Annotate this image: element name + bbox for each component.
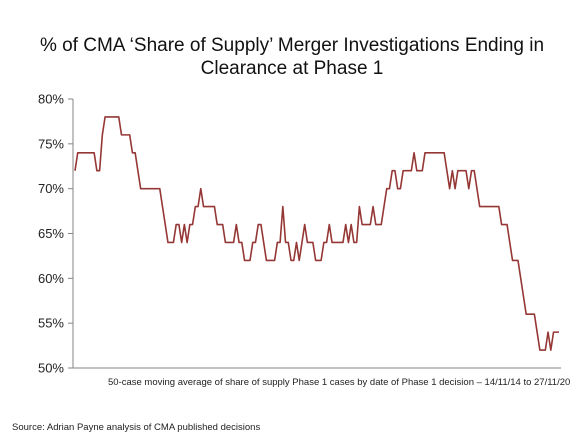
y-tick-label: 55% bbox=[38, 316, 64, 331]
y-tick-label: 60% bbox=[38, 271, 64, 286]
series-group bbox=[74, 116, 559, 351]
chart-title-line-1: % of CMA ‘Share of Supply’ Merger Invest… bbox=[39, 35, 545, 56]
y-tick-label: 80% bbox=[38, 92, 64, 107]
y-axis-ticks bbox=[68, 98, 73, 369]
chart-title-line-2: Clearance at Phase 1 bbox=[200, 58, 384, 79]
y-tick-label: 75% bbox=[38, 136, 64, 151]
series-line bbox=[74, 116, 559, 351]
y-tick-label: 70% bbox=[38, 181, 64, 196]
y-axis-tick-labels: 80% 75% 70% 65% 60% 55% 50% bbox=[38, 92, 64, 376]
source-note: Source: Adrian Payne analysis of CMA pub… bbox=[12, 422, 261, 433]
chart-caption: 50-case moving average of share of suppl… bbox=[108, 377, 571, 388]
y-tick-label: 50% bbox=[38, 361, 64, 376]
y-tick-label: 65% bbox=[38, 226, 64, 241]
chart-title: % of CMA ‘Share of Supply’ Merger Invest… bbox=[20, 34, 564, 80]
